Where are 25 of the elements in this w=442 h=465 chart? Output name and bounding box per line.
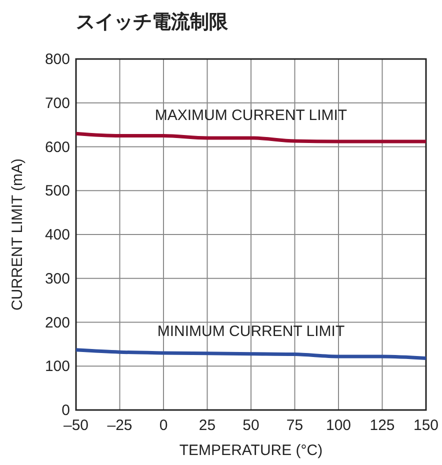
x-tick-label: 100 bbox=[326, 417, 352, 434]
y-tick-label: 400 bbox=[44, 226, 70, 244]
x-tick-label: –25 bbox=[107, 417, 132, 434]
y-axis-title: CURRENT LIMIT (mA) bbox=[9, 158, 26, 310]
y-tick-label: 100 bbox=[44, 358, 70, 376]
y-tick-label: 800 bbox=[44, 51, 70, 68]
y-tick-label: 200 bbox=[44, 314, 70, 332]
x-tick-label: 75 bbox=[286, 417, 304, 434]
x-tick-label: –50 bbox=[63, 417, 89, 434]
y-tick-label: 0 bbox=[62, 402, 70, 419]
series-label: MINIMUM CURRENT LIMIT bbox=[157, 322, 345, 340]
x-tick-label: 25 bbox=[198, 417, 216, 434]
chart-title: スイッチ電流制限 bbox=[76, 11, 229, 33]
x-tick-label: 150 bbox=[413, 417, 439, 434]
line-series bbox=[74, 132, 428, 144]
y-tick-label: 300 bbox=[44, 270, 70, 288]
x-tick-label: 0 bbox=[159, 417, 168, 434]
line-series bbox=[74, 348, 428, 360]
y-tick-label: 600 bbox=[44, 138, 70, 156]
series-label: MAXIMUM CURRENT LIMIT bbox=[154, 106, 348, 124]
x-tick-label: 125 bbox=[370, 417, 395, 434]
x-axis-title: TEMPERATURE (°C) bbox=[179, 442, 323, 459]
y-tick-label: 500 bbox=[44, 182, 70, 200]
x-tick-label: 50 bbox=[242, 417, 260, 434]
y-tick-label: 700 bbox=[44, 94, 70, 112]
